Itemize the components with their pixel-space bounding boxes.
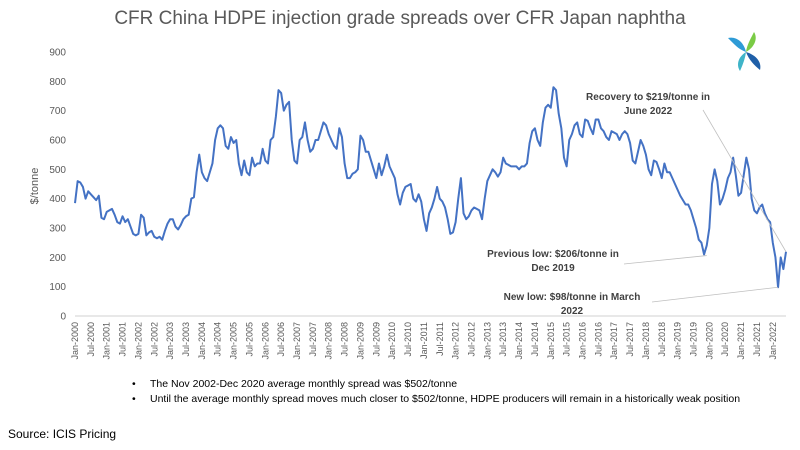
x-tick-label: Jul-2000 [86, 322, 96, 357]
note-item: Until the average monthly spread moves m… [130, 393, 740, 405]
x-tick-label: Jan-2009 [355, 322, 365, 360]
x-tick-label: Jan-2013 [482, 322, 492, 360]
x-tick-label: Jan-2020 [704, 322, 714, 360]
icis-logo-icon [728, 32, 761, 71]
x-tick-label: Jul-2011 [435, 322, 445, 356]
x-tick-label: Jul-2008 [340, 322, 350, 357]
x-tick-label: Jan-2015 [546, 322, 556, 360]
x-tick-label: Jan-2011 [419, 322, 429, 359]
x-tick-label: Jul-2017 [625, 322, 635, 357]
x-tick-label: Jul-2020 [720, 322, 730, 357]
y-tick-label: 600 [49, 136, 66, 147]
x-tick-label: Jul-2016 [593, 322, 603, 357]
chart-title: CFR China HDPE injection grade spreads o… [114, 8, 686, 29]
y-tick-label: 900 [49, 48, 66, 59]
x-tick-label: Jul-2018 [657, 322, 667, 357]
x-tick-label: Jan-2014 [514, 322, 524, 360]
x-tick-label: Jul-2006 [276, 322, 286, 357]
x-tick-label: Jan-2007 [292, 322, 302, 360]
x-tick-label: Jul-2015 [562, 322, 572, 357]
x-tick-label: Jan-2004 [197, 322, 207, 360]
x-tick-label: Jan-2006 [260, 322, 270, 360]
x-tick-label: Jul-2019 [688, 322, 698, 357]
x-tick-label: Jan-2017 [609, 322, 619, 360]
x-tick-label: Jul-2007 [308, 322, 318, 357]
y-tick-label: 800 [49, 77, 66, 88]
annotation-leader-line [702, 109, 787, 252]
y-tick-label: 700 [49, 106, 66, 117]
x-tick-label: Jul-2004 [213, 322, 223, 357]
x-axis: Jan-2000 Jul-2000 Jan-2001 Jul-2001 Jan-2002… [70, 322, 778, 360]
x-tick-label: Jul-2013 [498, 322, 508, 357]
annotation-leader-line [623, 255, 707, 265]
annotation-label: Recovery to $219/tonne in June 2022 [586, 92, 710, 117]
x-tick-label: Jan-2012 [451, 322, 461, 360]
x-tick-label: Jul-2021 [752, 322, 762, 357]
x-tick-label: Jul-2003 [181, 322, 191, 357]
x-tick-label: Jul-2001 [118, 322, 128, 357]
annotations: Recovery to $219/tonne in June 2022 Previo… [487, 92, 787, 317]
x-tick-label: Jan-2008 [324, 322, 334, 360]
x-tick-label: Jan-2016 [577, 322, 587, 360]
x-tick-label: Jul-2010 [403, 322, 413, 357]
x-tick-label: Jul-2009 [371, 322, 381, 357]
y-tick-label: 500 [49, 165, 66, 176]
x-tick-label: Jan-2005 [229, 322, 239, 360]
source-label: Source: ICIS Pricing [8, 427, 117, 441]
y-tick-label: 300 [49, 224, 66, 235]
x-tick-label: Jan-2002 [133, 322, 143, 360]
y-axis: 0 100 200 300 400 500 600 700 800 900 [49, 48, 66, 323]
note-item: The Nov 2002-Dec 2020 average monthly sp… [130, 378, 740, 390]
x-tick-label: Jan-2022 [768, 322, 778, 360]
series-group [74, 86, 787, 289]
x-tick-label: Jul-2005 [244, 322, 254, 357]
annotation-leader-line [651, 286, 779, 303]
x-tick-label: Jan-2021 [736, 322, 746, 360]
annotation-label: Previous low: $206/tonne in Dec 2019 [487, 249, 619, 274]
line-chart: 0 100 200 300 400 500 600 700 800 900 Jan-2000 Jul… [29, 48, 787, 360]
x-tick-label: Jan-2010 [387, 322, 397, 360]
series-line [74, 86, 787, 289]
x-tick-label: Jan-2000 [70, 322, 80, 360]
annotation-label: New low: $98/tonne in March 2022 [504, 292, 641, 317]
x-tick-label: Jan-2003 [165, 322, 175, 360]
x-tick-label: Jul-2014 [530, 322, 540, 357]
x-tick-label: Jan-2018 [641, 322, 651, 360]
x-tick-label: Jul-2002 [149, 322, 159, 357]
y-tick-label: 100 [49, 282, 66, 293]
y-tick-label: 400 [49, 194, 66, 205]
y-tick-label: 200 [49, 253, 66, 264]
y-tick-label: 0 [60, 312, 66, 323]
x-tick-label: Jan-2001 [102, 322, 112, 360]
y-axis-label: $/tonne [29, 168, 41, 205]
notes-list: The Nov 2002-Dec 2020 average monthly sp… [130, 378, 740, 408]
x-tick-label: Jan-2019 [673, 322, 683, 360]
x-tick-label: Jul-2012 [466, 322, 476, 357]
